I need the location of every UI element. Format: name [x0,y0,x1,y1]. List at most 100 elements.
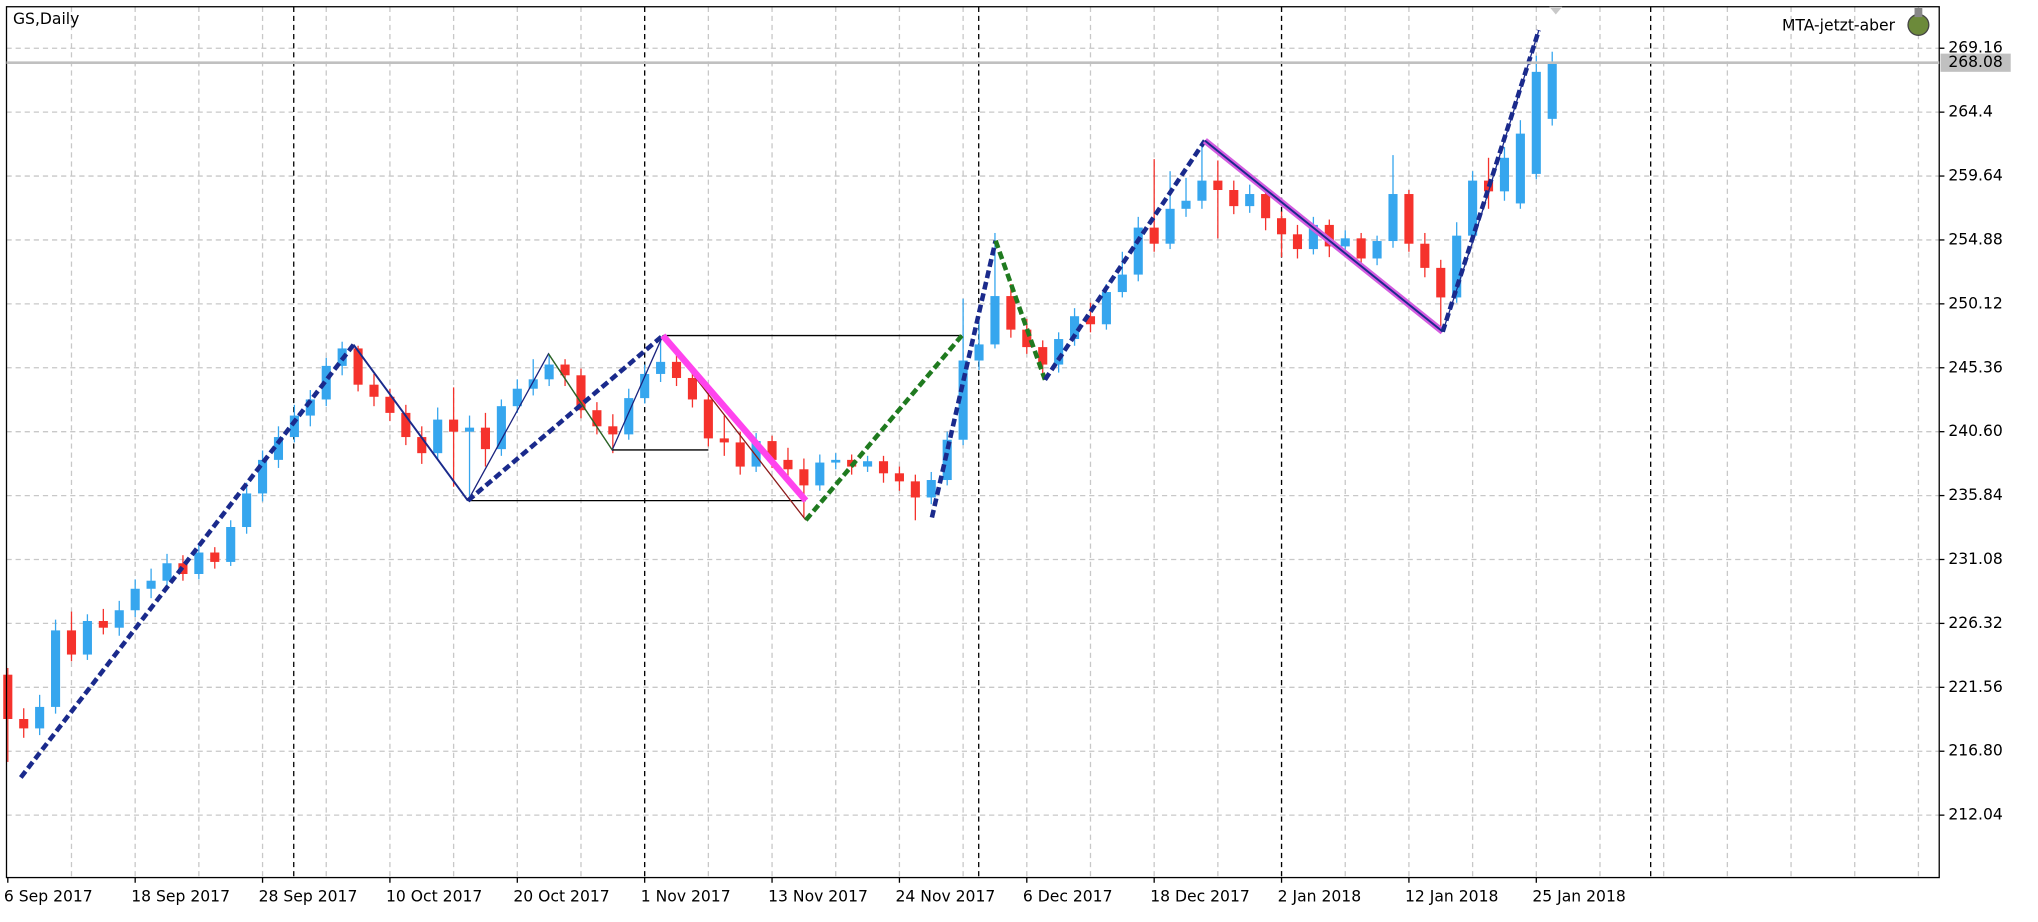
candle-body [433,419,443,454]
candle-body [735,442,745,467]
candle-body [210,552,220,562]
candle-body [114,610,124,628]
candles [3,51,1557,762]
y-tick-label: 226.32 [1948,614,2003,632]
candle-body [1388,194,1398,242]
candle-body [560,364,570,376]
y-tick-label: 216.80 [1948,742,2003,760]
candle-body [1070,316,1080,340]
candle-body [1245,194,1255,207]
candle-body [226,527,236,562]
y-tick-label: 245.36 [1948,358,2003,376]
candle-body [1436,267,1446,298]
chart-title: GS,Daily [13,10,79,28]
candle-body [1356,238,1366,259]
candle-body [783,459,793,470]
zigzag-down [993,239,1048,381]
candle-body [464,427,475,432]
candle-body [1340,238,1350,247]
candle-body [703,399,713,439]
candle-body [640,373,650,399]
x-tick-label: 2 Jan 2018 [1278,888,1361,906]
candle-body [1165,208,1175,244]
candle-body [1054,339,1064,365]
candle-body [1006,296,1016,330]
icon-hat [1914,8,1923,18]
candle-body [751,441,761,467]
candle-body [1420,243,1430,268]
candle-body [1372,241,1382,259]
candle-body [799,469,809,486]
candle-body [1117,274,1127,293]
last-price-label: 268.08 [1948,53,2003,71]
candle-body [273,437,284,460]
candle-body [592,410,602,427]
candle-body [1213,180,1223,191]
zigzag-down [1204,139,1444,333]
candle-body [1038,347,1048,365]
candle-body [1547,62,1557,119]
candle-body [98,620,108,628]
y-tick-label: 264.4 [1948,103,1993,121]
candle-body [353,348,363,385]
zigzag-thin [1442,29,1540,332]
candle-body [1149,227,1159,244]
expert-icon [1907,8,1930,36]
zigzag-overlay [18,29,1542,779]
x-tick-label: 12 Jan 2018 [1405,888,1498,906]
zigzag-down [352,344,469,502]
candle-body [162,563,172,581]
candle-body [1515,133,1525,204]
candle-body [990,296,1000,345]
candle-body [146,580,156,589]
y-tick-label: 269.16 [1948,39,2003,57]
candle-body [974,344,984,361]
x-tick-label: 6 Dec 2017 [1023,888,1113,906]
y-tick-label: 221.56 [1948,678,2003,696]
candle-body [767,441,777,460]
candle-body [608,426,618,435]
candle-body [1101,292,1111,325]
x-tick-label: 6 Sep 2017 [4,888,93,906]
candle-body [130,588,140,611]
candle-body [1276,218,1287,235]
candle-body [815,462,825,486]
candle-body [305,399,315,416]
y-tick-label: 231.08 [1948,550,2003,568]
x-tick-label: 1 Nov 2017 [641,888,731,906]
candle-body [687,377,697,400]
x-tick-label: 18 Dec 2017 [1150,888,1250,906]
axes: 212.04 216.80 221.56 226.32 231.08 235.84 240.… [4,39,2011,906]
candle-body [958,360,968,440]
candle-body [1229,190,1239,207]
zigzag-up [804,334,964,522]
candle-body [863,461,873,467]
candle-body [1181,200,1191,209]
zigzag-thin [547,353,613,451]
candle-body [512,388,522,407]
y-tick-label: 240.60 [1948,422,2003,440]
candle-body [19,719,29,729]
x-tick-label: 13 Nov 2017 [768,888,868,906]
candle-body [194,552,204,574]
candle-body [1499,157,1510,192]
candle-body [656,361,666,374]
candle-body [257,459,268,494]
candle-body [369,384,379,397]
candle-body [1292,234,1303,250]
x-tick-label: 20 Oct 2017 [513,888,609,906]
shift-marker [1549,6,1563,15]
grid-layer [6,6,1940,878]
zigzag-up [466,333,665,503]
plot-frame [5,6,1940,879]
icon-body [1907,13,1930,36]
zigzag-down-highlight [660,333,809,503]
candle-body [894,473,904,482]
last-price-box [1940,53,2011,72]
candle-body [385,396,395,413]
candle-body [289,415,299,438]
candle-body [1022,329,1032,348]
candle-body [35,706,45,729]
candle-body [1085,316,1096,325]
